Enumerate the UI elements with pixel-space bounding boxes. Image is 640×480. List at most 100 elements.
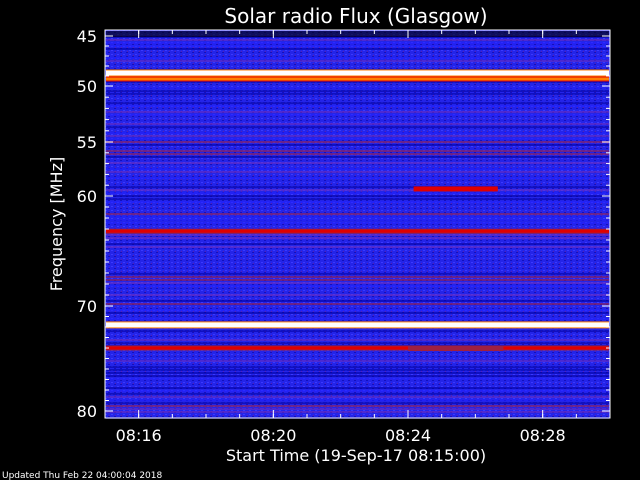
y-tick-label: 45 bbox=[77, 27, 97, 46]
x-tick-label: 08:24 bbox=[385, 426, 431, 445]
frequency-band bbox=[106, 102, 609, 104]
frequency-band bbox=[106, 276, 609, 278]
plot-frame bbox=[104, 29, 611, 419]
frequency-band bbox=[106, 309, 609, 311]
frequency-band bbox=[106, 360, 609, 362]
emission-line bbox=[106, 346, 609, 350]
frequency-band bbox=[106, 396, 609, 398]
frequency-band bbox=[106, 126, 609, 128]
frequency-band bbox=[106, 237, 609, 239]
frequency-band bbox=[106, 111, 609, 113]
frequency-band bbox=[106, 303, 609, 305]
frequency-band bbox=[106, 177, 609, 179]
radio-burst bbox=[408, 346, 504, 351]
frequency-band bbox=[106, 162, 609, 164]
frequency-band bbox=[106, 399, 609, 401]
frequency-band bbox=[106, 132, 609, 134]
frequency-band bbox=[106, 150, 609, 152]
frequency-band bbox=[106, 243, 609, 245]
frequency-band bbox=[106, 189, 609, 191]
frequency-band bbox=[106, 393, 609, 395]
frequency-band bbox=[106, 246, 609, 248]
x-tick-label: 08:28 bbox=[520, 426, 566, 445]
frequency-band bbox=[106, 372, 609, 374]
frequency-band bbox=[106, 234, 609, 236]
frequency-band bbox=[106, 330, 609, 332]
frequency-band bbox=[106, 42, 609, 44]
y-axis-label: Frequency [MHz] bbox=[47, 157, 66, 291]
frequency-band bbox=[106, 168, 609, 170]
radio-bursts bbox=[408, 186, 504, 351]
y-tick-label: 55 bbox=[77, 133, 97, 152]
frequency-band bbox=[106, 186, 609, 188]
frequency-band bbox=[106, 216, 609, 218]
y-tick-label: 50 bbox=[77, 77, 97, 96]
frequency-band bbox=[106, 390, 609, 392]
y-tick-label: 80 bbox=[77, 402, 97, 421]
emission-line bbox=[106, 70, 609, 76]
plot-area bbox=[104, 29, 611, 419]
frequency-band bbox=[106, 57, 609, 59]
updated-timestamp: Updated Thu Feb 22 04:00:04 2018 bbox=[2, 471, 163, 480]
frequency-band bbox=[106, 273, 609, 275]
frequency-band bbox=[106, 369, 609, 371]
frequency-band bbox=[106, 405, 609, 407]
bright-emission-lines bbox=[106, 69, 609, 351]
frequency-band bbox=[106, 198, 609, 200]
frequency-band bbox=[106, 201, 609, 203]
emission-line bbox=[106, 77, 609, 81]
x-tick-label: 08:16 bbox=[116, 426, 162, 445]
frequency-band bbox=[106, 114, 609, 116]
frequency-band bbox=[106, 48, 609, 50]
frequency-band bbox=[106, 141, 609, 143]
emission-line bbox=[106, 322, 609, 328]
frequency-band bbox=[106, 153, 609, 155]
x-tick-label: 08:20 bbox=[250, 426, 296, 445]
frequency-band bbox=[106, 171, 609, 173]
frequency-band bbox=[106, 219, 609, 221]
frequency-band bbox=[106, 378, 609, 380]
frequency-band bbox=[106, 105, 609, 107]
chart-title: Solar radio Flux (Glasgow) bbox=[224, 4, 487, 28]
frequency-band bbox=[106, 282, 609, 284]
y-axis-ticks: 45 50 55 60 70 80 bbox=[77, 27, 610, 421]
frequency-band bbox=[106, 31, 609, 37]
x-axis-label: Start Time (19-Sep-17 08:15:00) bbox=[226, 446, 486, 465]
emission-line bbox=[106, 229, 609, 233]
frequency-band bbox=[106, 192, 609, 194]
frequency-band bbox=[106, 318, 609, 320]
radio-burst bbox=[413, 186, 498, 192]
frequency-band bbox=[106, 156, 609, 158]
frequency-band bbox=[106, 123, 609, 125]
y-tick-label: 60 bbox=[77, 187, 97, 206]
frequency-band bbox=[106, 213, 609, 215]
frequency-band bbox=[106, 408, 609, 410]
frequency-band bbox=[106, 339, 609, 341]
frequency-band bbox=[106, 144, 609, 146]
frequency-band bbox=[106, 300, 609, 302]
frequency-band bbox=[106, 411, 609, 413]
frequency-band bbox=[106, 285, 609, 287]
x-axis-ticks: 08:16 08:20 08:24 08:28 bbox=[116, 30, 577, 445]
frequency-band bbox=[106, 402, 609, 404]
frequency-band bbox=[106, 39, 609, 41]
frequency-band bbox=[106, 342, 609, 344]
frequency-band bbox=[106, 222, 609, 224]
frequency-band bbox=[106, 279, 609, 281]
frequency-band bbox=[106, 138, 609, 140]
frequency-band bbox=[106, 93, 609, 95]
frequency-band bbox=[106, 366, 609, 368]
frequency-band bbox=[106, 135, 609, 137]
frequency-band bbox=[106, 81, 609, 83]
frequency-band bbox=[106, 375, 609, 377]
y-tick-label: 70 bbox=[77, 297, 97, 316]
frequency-band bbox=[106, 195, 609, 197]
frequency-band bbox=[106, 312, 609, 314]
frequency-band bbox=[106, 45, 609, 47]
frequency-band bbox=[106, 387, 609, 389]
frequency-band bbox=[106, 294, 609, 296]
frequency-band bbox=[106, 90, 609, 92]
frequency-band bbox=[106, 87, 609, 89]
frequency-band bbox=[106, 60, 609, 62]
